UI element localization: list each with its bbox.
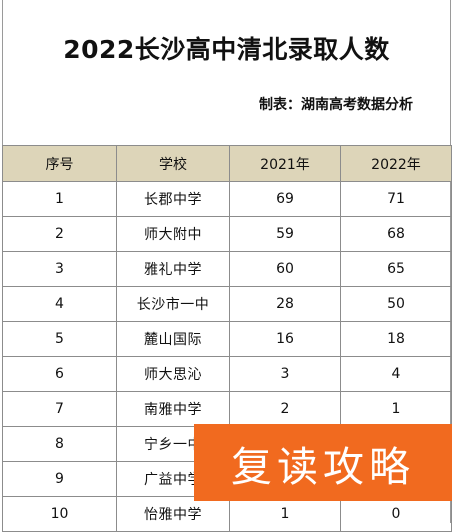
table-row: 1 长郡中学 69 71 [2,181,452,217]
row-index: 7 [2,391,117,427]
row-2021: 28 [229,286,341,322]
row-2022: 68 [340,216,452,252]
page-title: 2022长沙高中清北录取人数 [63,35,390,64]
row-2021: 60 [229,251,341,287]
row-2022: 65 [340,251,452,287]
row-2021: 3 [229,356,341,392]
header-2022: 2022年 [340,145,452,182]
row-2022: 4 [340,356,452,392]
row-index: 10 [2,496,117,532]
row-school: 雅礼中学 [116,251,230,287]
table-row: 3 雅礼中学 60 65 [2,251,452,287]
row-school: 长郡中学 [116,181,230,217]
row-index: 6 [2,356,117,392]
row-2021: 1 [229,496,341,532]
table-header-row: 序号 学校 2021年 2022年 [2,145,452,182]
row-school: 麓山国际 [116,321,230,357]
header-index: 序号 [2,145,117,182]
row-2021: 69 [229,181,341,217]
row-index: 9 [2,461,117,497]
row-index: 1 [2,181,117,217]
row-index: 2 [2,216,117,252]
header-school: 学校 [116,145,230,182]
row-school: 师大思沁 [116,356,230,392]
row-school: 南雅中学 [116,391,230,427]
row-school: 长沙市一中 [116,286,230,322]
table-row: 6 师大思沁 3 4 [2,356,452,392]
row-index: 4 [2,286,117,322]
row-school: 师大附中 [116,216,230,252]
row-2021: 16 [229,321,341,357]
row-2022: 0 [340,496,452,532]
row-2021: 2 [229,391,341,427]
table-row: 2 师大附中 59 68 [2,216,452,252]
row-2021: 59 [229,216,341,252]
row-2022: 50 [340,286,452,322]
table-row: 5 麓山国际 16 18 [2,321,452,357]
table-row: 7 南雅中学 2 1 [2,391,452,427]
table-maker-credit: 制表：湖南高考数据分析 [259,97,413,113]
row-school: 怡雅中学 [116,496,230,532]
row-index: 5 [2,321,117,357]
repeat-study-guide-banner: 复读攻略 [194,424,452,501]
table-row: 4 长沙市一中 28 50 [2,286,452,322]
row-2022: 18 [340,321,452,357]
row-2022: 71 [340,181,452,217]
table-row: 10 怡雅中学 1 0 [2,496,452,532]
row-index: 3 [2,251,117,287]
row-2022: 1 [340,391,452,427]
row-index: 8 [2,426,117,462]
header-2021: 2021年 [229,145,341,182]
